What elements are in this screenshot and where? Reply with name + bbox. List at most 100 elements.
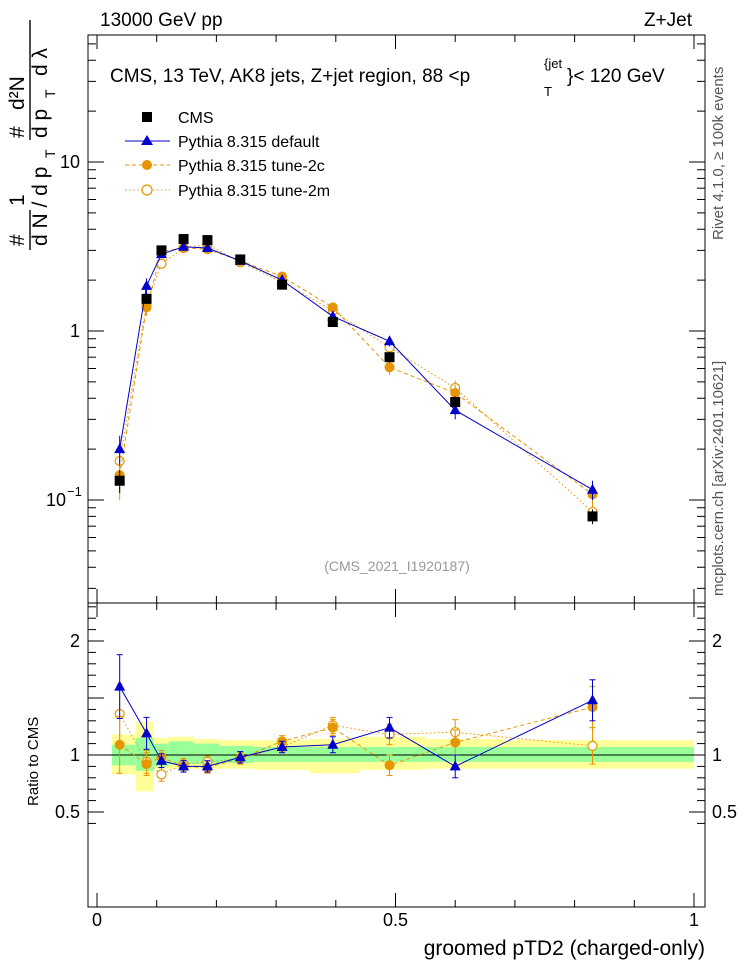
mc-uncertainty-bands <box>111 721 694 792</box>
header-right: Z+Jet <box>644 10 693 31</box>
legend-label-default: Pythia 8.315 default <box>178 134 320 151</box>
marker-circle <box>327 302 338 313</box>
x-axis-label: groomed pTD2 (charged-only) <box>424 937 705 960</box>
x-tick-label: 1 <box>689 910 699 930</box>
ylabel-hash2: # <box>6 126 29 138</box>
marker-square <box>327 317 338 328</box>
ratio-y-tick-label-right: 1 <box>712 745 722 765</box>
title-main: CMS, 13 TeV, AK8 jets, Z+jet region, 88 … <box>110 66 470 87</box>
marker-triangle <box>384 335 396 346</box>
header-left: 13000 GeV pp <box>100 10 223 31</box>
marker-triangle <box>178 760 190 771</box>
ylabel-sub-t: T <box>42 149 58 158</box>
ratio-y-tick-label: 2 <box>70 631 80 651</box>
marker-square <box>450 397 461 408</box>
series-0 <box>114 234 598 525</box>
y-tick-label-base: 10 <box>46 490 66 510</box>
marker-circle <box>141 759 152 770</box>
marker-circle <box>450 737 461 748</box>
marker-triangle <box>587 694 599 705</box>
y-tick-label: 10 <box>60 152 80 172</box>
marker-circle <box>141 302 152 313</box>
marker-circle <box>384 362 395 373</box>
marker-open-circle <box>156 769 167 780</box>
main-y-axis-label: # 1 d N / d p T # d²N d p T d λ <box>6 20 58 250</box>
ylabel-one: 1 <box>6 194 29 206</box>
ylabel-dl: d λ <box>29 47 52 76</box>
series-1 <box>114 240 599 500</box>
x-tick-label: 0 <box>92 910 102 930</box>
marker-square <box>384 352 395 363</box>
marker-triangle <box>114 443 126 454</box>
marker-square <box>156 245 167 256</box>
marker-triangle <box>587 483 599 494</box>
ratio-y-tick-label: 1 <box>70 745 80 765</box>
legend-label-cms: CMS <box>178 110 214 127</box>
marker-triangle <box>449 404 461 415</box>
marker-triangle <box>201 760 213 771</box>
ratio-y-tick-label-right: 0.5 <box>712 802 737 822</box>
ylabel-den2: d p <box>29 109 52 138</box>
legend-marker-cms <box>142 112 152 122</box>
title-sub: T <box>544 84 552 99</box>
marker-triangle <box>114 680 126 691</box>
y-tick-label: 1 <box>70 321 80 341</box>
ratio-series-1 <box>114 654 599 779</box>
marker-square <box>114 475 125 486</box>
ratio-y-tick-label-right: 2 <box>712 631 722 651</box>
marker-triangle <box>234 751 246 762</box>
legend-label-2c: Pythia 8.315 tune-2c <box>178 158 325 175</box>
ratio-y-axis-label: Ratio to CMS <box>25 717 42 806</box>
marker-triangle <box>327 738 339 749</box>
ylabel-sub-t2: T <box>42 89 58 98</box>
band-inner <box>308 747 360 762</box>
ylabel-d2n: d²N <box>6 76 29 110</box>
marker-triangle <box>141 279 153 290</box>
ylabel-hash: # <box>6 234 29 246</box>
marker-circle <box>114 739 125 750</box>
band-inner <box>359 747 426 762</box>
series-3 <box>114 239 598 524</box>
marker-open-circle <box>587 740 598 751</box>
ratio-series-layer <box>114 654 599 782</box>
marker-triangle <box>155 754 167 765</box>
marker-square <box>178 234 189 245</box>
marker-circle <box>327 722 338 733</box>
marker-circle <box>450 387 461 398</box>
band-inner <box>193 743 220 765</box>
marker-circle <box>384 760 395 771</box>
legend-label-2m: Pythia 8.315 tune-2m <box>178 183 330 200</box>
y-tick-label-exp: −1 <box>67 484 82 499</box>
title-sup: {jet <box>544 56 562 71</box>
marker-triangle <box>276 741 288 752</box>
main-series-layer <box>114 234 599 525</box>
marker-square <box>202 235 213 246</box>
ratio-line <box>119 706 593 769</box>
analysis-id: (CMS_2021_I1920187) <box>324 558 470 574</box>
series-line <box>119 243 593 513</box>
marker-square <box>141 293 152 304</box>
series-line <box>119 247 593 495</box>
band-inner <box>425 747 503 762</box>
series-2 <box>114 242 598 506</box>
title-tail: }< 120 GeV <box>567 66 665 87</box>
marker-square <box>277 279 288 290</box>
band-inner <box>168 741 194 765</box>
plot-title: CMS, 13 TeV, AK8 jets, Z+jet region, 88 … <box>110 56 665 99</box>
legend-marker-2m <box>141 184 153 196</box>
marker-square <box>587 511 598 522</box>
legend-marker-2c <box>142 160 152 170</box>
ratio-y-tick-label: 0.5 <box>55 802 80 822</box>
x-tick-label: 0.5 <box>383 910 408 930</box>
marker-triangle <box>141 727 153 738</box>
marker-triangle <box>449 760 461 771</box>
legend: CMS Pythia 8.315 default Pythia 8.315 tu… <box>125 110 330 200</box>
ylabel-den: d N / d p <box>29 167 52 246</box>
legend-marker-default <box>141 135 153 145</box>
series-line <box>119 246 593 491</box>
marker-square <box>235 254 246 265</box>
marker-triangle <box>384 721 396 732</box>
marker-triangle <box>201 241 213 252</box>
